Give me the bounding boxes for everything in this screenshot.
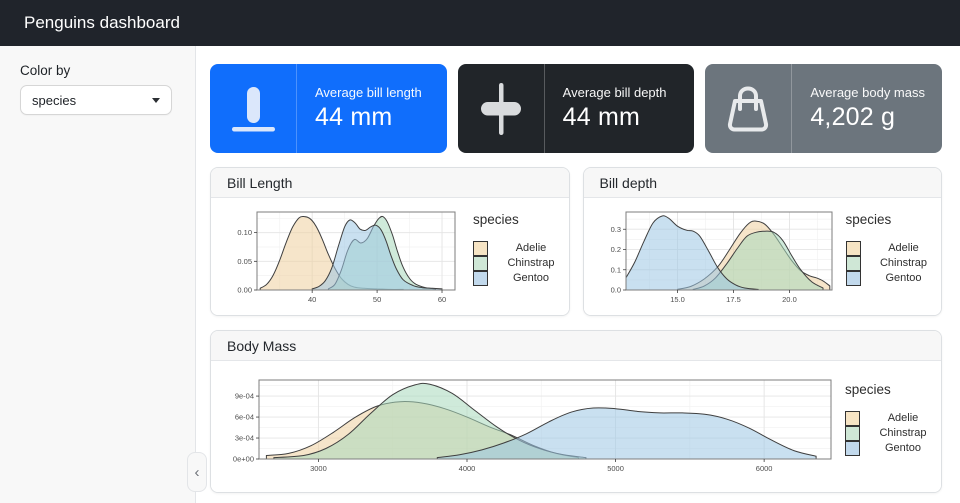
body-mass-density-plot: 3000 4000 5000 6000 0e+00 3e-04 6e-04 9e-04 xyxy=(233,379,832,473)
y-tick-label: 0.10 xyxy=(237,228,252,237)
bill-length-density-plot: 40 50 60 0.00 0.05 0.10 xyxy=(237,211,456,304)
value-box-title: Average body mass xyxy=(810,85,925,100)
bill-depth-caliper-icon xyxy=(458,64,544,153)
x-tick-label: 20.0 xyxy=(782,295,797,304)
legend-item-adelie: Adelie xyxy=(473,240,566,256)
x-tick-label: 6000 xyxy=(756,464,773,473)
card-header: Bill depth xyxy=(583,168,941,198)
bill-depth-density-plot: 15.0 17.5 20.0 0.0 0.1 0.2 0.3 xyxy=(610,211,832,304)
card-body: 15.0 17.5 20.0 0.0 0.1 0.2 0.3 species Adelie Ch… xyxy=(583,198,941,315)
legend-item-chinstrap: Chinstrap xyxy=(845,425,938,441)
bill-length-legend: species Adelie Chinstrap Gentoo xyxy=(473,212,566,286)
color-by-label: Color by xyxy=(20,63,71,78)
legend-item-gentoo: Gentoo xyxy=(473,270,566,286)
legend-swatch-gentoo xyxy=(845,270,861,286)
y-tick-label: 0.2 xyxy=(610,245,620,254)
x-tick-label: 4000 xyxy=(459,464,476,473)
card-body-mass: Body Mass 3000 4000 5000 6000 0e+00 3e-04 6e-0… xyxy=(210,330,942,493)
legend-item-adelie: Adelie xyxy=(845,240,939,256)
value-box-row: Average bill length 44 mm Average bill d… xyxy=(210,64,942,153)
legend-swatch-chinstrap xyxy=(473,255,488,271)
legend-swatch-adelie xyxy=(845,410,860,426)
card-bill-length: Bill Length 40 50 60 0.00 0.05 0.10 species Ad… xyxy=(210,167,570,316)
x-tick-label: 15.0 xyxy=(670,295,685,304)
legend-title: species xyxy=(845,382,891,397)
card-body: 3000 4000 5000 6000 0e+00 3e-04 6e-04 9e-04 spe… xyxy=(211,361,941,492)
y-tick-label: 3e-04 xyxy=(235,434,254,443)
value-box-content: Average bill depth 44 mm xyxy=(543,64,695,153)
color-by-select-wrap: species xyxy=(20,85,172,115)
legend-label: Chinstrap xyxy=(879,256,928,269)
legend-item-chinstrap: Chinstrap xyxy=(473,255,566,271)
y-tick-label: 9e-04 xyxy=(235,392,254,401)
legend-label: Adelie xyxy=(515,241,547,254)
x-tick-label: 60 xyxy=(438,295,446,304)
legend-item-gentoo: Gentoo xyxy=(845,440,938,456)
card-body: 40 50 60 0.00 0.05 0.10 species Adelie Chinstra… xyxy=(211,198,569,315)
app-title: Penguins dashboard xyxy=(24,13,180,32)
value-box-content: Average body mass 4,202 g xyxy=(791,64,942,153)
legend-item-chinstrap: Chinstrap xyxy=(845,255,939,271)
legend-label: Gentoo xyxy=(884,441,922,454)
value-box-value: 44 mm xyxy=(315,103,393,131)
value-box-bill-depth: Average bill depth 44 mm xyxy=(457,64,695,153)
value-box-bill-length: Average bill length 44 mm xyxy=(210,64,447,153)
legend-title: species xyxy=(845,212,892,227)
body-mass-legend: species Adelie Chinstrap Gentoo xyxy=(845,382,938,456)
x-tick-label: 50 xyxy=(373,295,381,304)
sidebar-collapse-toggle[interactable]: ‹ xyxy=(187,452,207,492)
x-tick-label: 17.5 xyxy=(726,295,741,304)
value-box-body-mass: Average body mass 4,202 g xyxy=(705,64,942,153)
dashboard-layout: Color by species ‹ Average bill length xyxy=(0,46,960,503)
value-box-value: 44 mm xyxy=(562,103,641,131)
legend-label: Gentoo xyxy=(512,271,550,284)
card-header: Bill Length xyxy=(211,168,569,198)
y-tick-label: 6e-04 xyxy=(235,413,254,422)
cards-row: Bill Length 40 50 60 0.00 0.05 0.10 species Ad… xyxy=(210,167,942,316)
legend-item-gentoo: Gentoo xyxy=(845,270,939,286)
legend-swatch-adelie xyxy=(845,240,861,256)
value-box-title: Average bill length xyxy=(315,85,422,100)
legend-label: Adelie xyxy=(887,411,919,424)
bill-depth-legend: species Adelie Chinstrap Gentoo xyxy=(845,212,939,286)
legend-label: Chinstrap xyxy=(879,426,927,439)
y-tick-label: 0.3 xyxy=(610,225,620,234)
value-box-title: Average bill depth xyxy=(562,85,667,100)
y-tick-label: 0.1 xyxy=(610,265,620,274)
y-tick-label: 0.00 xyxy=(237,286,252,295)
density-area-gentoo xyxy=(311,219,443,290)
legend-item-adelie: Adelie xyxy=(845,410,938,426)
density-area-gentoo xyxy=(436,407,817,459)
main-content: Average bill length 44 mm Average bill d… xyxy=(196,46,960,503)
legend-swatch-chinstrap xyxy=(845,425,860,441)
legend-swatch-gentoo xyxy=(473,270,488,286)
legend-swatch-adelie xyxy=(473,240,488,256)
chevron-left-icon: ‹ xyxy=(194,463,200,481)
density-area-gentoo xyxy=(625,215,759,290)
card-bill-depth: Bill depth 15.0 17.5 20.0 0.0 0.1 0.2 0.3 spec… xyxy=(582,167,942,316)
navbar: Penguins dashboard xyxy=(0,0,960,46)
y-tick-label: 0.0 xyxy=(610,286,620,295)
legend-label: Chinstrap xyxy=(507,256,555,269)
x-tick-label: 3000 xyxy=(310,464,327,473)
handbag-icon xyxy=(705,64,791,153)
legend-title: species xyxy=(473,212,519,227)
legend-label: Gentoo xyxy=(885,271,922,284)
color-by-select[interactable]: species xyxy=(20,85,172,115)
card-header: Body Mass xyxy=(211,331,941,361)
value-box-content: Average bill length 44 mm xyxy=(296,64,447,153)
legend-swatch-chinstrap xyxy=(845,255,861,271)
legend-swatch-gentoo xyxy=(845,440,860,456)
legend-label: Adelie xyxy=(888,241,919,254)
value-box-value: 4,202 g xyxy=(810,103,896,131)
x-tick-label: 5000 xyxy=(607,464,624,473)
y-tick-label: 0e+00 xyxy=(233,455,254,464)
x-tick-label: 40 xyxy=(308,295,316,304)
y-tick-label: 0.05 xyxy=(237,257,252,266)
bill-length-ruler-icon xyxy=(210,64,296,153)
sidebar: Color by species xyxy=(0,46,196,503)
